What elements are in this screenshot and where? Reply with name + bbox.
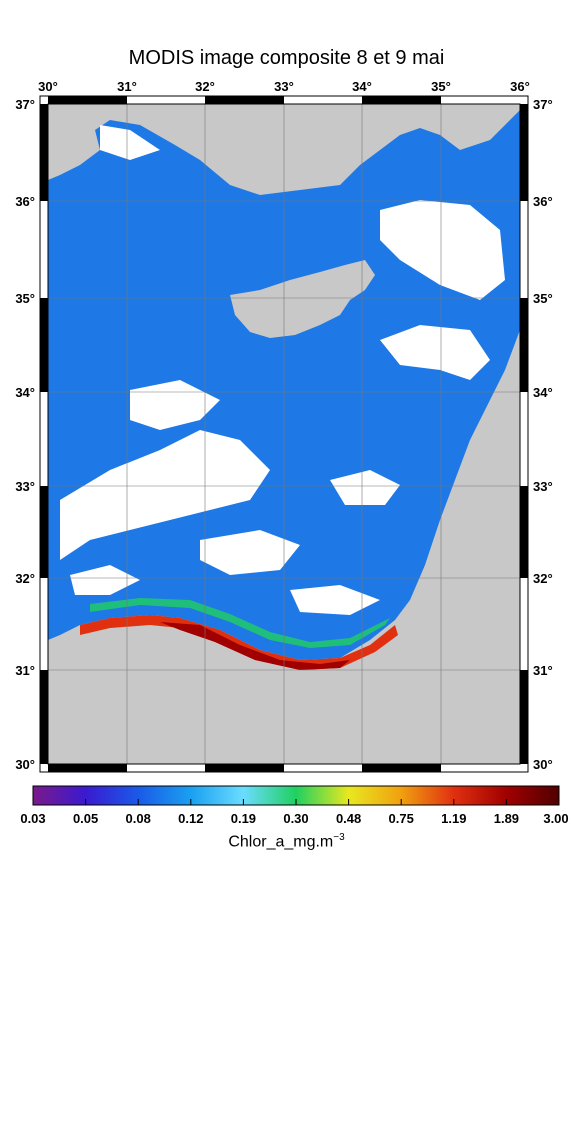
colorbar-tick-label: 0.05 xyxy=(72,811,99,826)
map-frame xyxy=(39,95,529,773)
lat-label-left-33: 33° xyxy=(15,479,35,494)
lat-label-right-34: 34° xyxy=(533,385,553,400)
latitude-labels-left: 37° 36° 35° 34° 33° 32° 31° 30° xyxy=(15,97,35,772)
lat-label-left-34: 34° xyxy=(15,385,35,400)
colorbar-tick-label: 1.19 xyxy=(441,811,467,826)
lon-label-30: 30° xyxy=(38,79,58,94)
colorbar-tick-label: 0.08 xyxy=(125,811,151,826)
latitude-labels-right: 37° 36° 35° 34° 33° 32° 31° 30° xyxy=(533,97,553,772)
lat-label-left-32: 32° xyxy=(15,571,35,586)
lon-label-33: 33° xyxy=(274,79,294,94)
lon-label-36: 36° xyxy=(510,79,530,94)
colorbar-tick-label: 0.03 xyxy=(20,811,46,826)
map-title: MODIS image composite 8 et 9 mai xyxy=(128,47,445,69)
lat-label-left-35: 35° xyxy=(15,291,35,306)
colorbar-tick-label: 0.30 xyxy=(283,811,309,826)
coastal-transition xyxy=(90,598,390,648)
longitude-labels: 30° 31° 32° 33° 34° 35° 36° xyxy=(38,79,530,94)
coastal-bloom-inner xyxy=(160,622,350,670)
lon-label-35: 35° xyxy=(431,79,451,94)
colorbar-tick-label: 0.75 xyxy=(388,811,414,826)
lat-label-right-33: 33° xyxy=(533,479,553,494)
lat-label-right-32: 32° xyxy=(533,571,553,586)
lat-label-right-30: 30° xyxy=(533,757,553,772)
colorbar-tick-label: 0.12 xyxy=(178,811,204,826)
lat-label-right-35: 35° xyxy=(533,291,553,306)
map-area xyxy=(48,104,520,764)
colorbar-tick-label: 0.48 xyxy=(335,811,362,826)
lat-label-left-36: 36° xyxy=(15,194,35,209)
colorbar-tick-label: 3.00 xyxy=(543,811,569,826)
cyprus-island xyxy=(230,260,375,338)
lat-label-left-31: 31° xyxy=(15,663,35,678)
lon-label-31: 31° xyxy=(117,79,137,94)
lat-label-left-30: 30° xyxy=(15,757,35,772)
lon-label-34: 34° xyxy=(352,79,372,94)
lat-label-right-36: 36° xyxy=(533,194,553,209)
colorbar-tick-label: 1.89 xyxy=(493,811,520,826)
colorbar-tick-marks xyxy=(32,799,560,805)
lat-label-right-31: 31° xyxy=(533,663,553,678)
colorbar-title-main: Chlor_a_mg.m xyxy=(228,833,334,851)
colorbar-tick-label: 0.19 xyxy=(230,811,257,826)
coastal-bloom xyxy=(80,615,398,670)
lat-label-left-37: 37° xyxy=(15,97,35,112)
colorbar-title: Chlor_a_mg.m−3 xyxy=(0,832,573,851)
cloud-masks xyxy=(60,125,505,615)
lat-label-right-37: 37° xyxy=(533,97,553,112)
colorbar-title-exp: −3 xyxy=(333,832,345,843)
lon-label-32: 32° xyxy=(195,79,215,94)
graticule xyxy=(48,104,520,764)
